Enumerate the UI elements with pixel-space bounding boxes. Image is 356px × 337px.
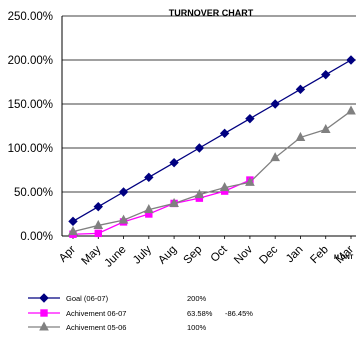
- data-point: [169, 197, 179, 207]
- x-tick-label: May: [80, 243, 104, 267]
- y-tick-label: 250.00%: [8, 11, 53, 23]
- y-tick-label: 200.00%: [8, 55, 53, 67]
- data-point: [39, 293, 49, 303]
- data-point: [93, 219, 104, 229]
- grid-lines: [62, 15, 356, 237]
- x-tick-label: Apr: [57, 244, 78, 265]
- legend: Goal (06-07) 200% Achivement 06-07 63.58% -8…: [28, 293, 253, 332]
- legend-label: Achivement 06-07: [66, 309, 126, 318]
- data-point: [68, 226, 78, 236]
- data-point: [194, 189, 205, 199]
- series-line: [72, 110, 352, 233]
- x-tick-label: Aug: [156, 244, 179, 267]
- legend-value: 200%: [187, 294, 207, 303]
- legend-item: Goal (06-07) 200%: [28, 293, 207, 303]
- legend-value: 63.58%: [187, 309, 213, 318]
- legend-value: 100%: [187, 323, 207, 332]
- x-tick-label: Nov: [232, 243, 255, 266]
- data-point: [270, 99, 280, 109]
- y-tick-label: 100.00%: [8, 143, 53, 155]
- data-point: [321, 69, 331, 80]
- chart-title: TURNOVER CHART: [169, 8, 254, 18]
- series-line: [72, 59, 352, 222]
- data-point: [295, 84, 306, 95]
- x-tick-label: Oct: [209, 243, 231, 265]
- legend-item: Achivement 05-06 100%: [28, 321, 207, 332]
- x-tick-label: June: [103, 244, 129, 270]
- data-point: [68, 216, 78, 227]
- data-point: [40, 309, 48, 317]
- data-point: [39, 321, 49, 331]
- x-tick-label: July: [131, 243, 154, 266]
- data-point: [143, 204, 154, 214]
- y-tick-label: 0.00%: [20, 231, 53, 243]
- data-point: [270, 152, 281, 162]
- data-point: [346, 105, 356, 115]
- series-layer: [68, 55, 356, 238]
- data-point: [194, 143, 205, 153]
- legend-item: Achivement 06-07 63.58% -86.45%: [28, 309, 253, 318]
- x-tick-label: Feb: [308, 244, 331, 267]
- y-tick-label: 50.00%: [14, 187, 53, 199]
- y-tick-label: 150.00%: [8, 99, 53, 111]
- data-point: [320, 123, 331, 134]
- series-achivement-05-06: [68, 105, 356, 236]
- legend-value: -86.45%: [225, 309, 253, 318]
- data-point: [118, 214, 129, 224]
- data-point: [118, 187, 129, 197]
- data-point: [144, 172, 154, 183]
- series-goal-06-07-: [68, 55, 356, 227]
- data-point: [245, 113, 255, 124]
- x-tick-label: Sep: [182, 244, 205, 267]
- legend-label: Achivement 05-06: [66, 323, 126, 332]
- data-point: [245, 176, 255, 186]
- legend-label: Goal (06-07): [66, 294, 109, 303]
- series-line: [72, 179, 251, 235]
- data-point: [219, 182, 230, 192]
- x-axis-label: M ONT: [334, 255, 354, 261]
- axes: [61, 16, 356, 239]
- tick-labels: 0.00% 50.00% 100.00% 150.00% 200.00% 250.00% A…: [8, 11, 356, 270]
- data-point: [169, 157, 179, 168]
- data-point: [295, 131, 306, 141]
- x-tick-label: Dec: [257, 243, 280, 266]
- data-point: [219, 128, 230, 139]
- data-point: [93, 201, 103, 212]
- x-tick-label: Jan: [284, 244, 306, 266]
- data-point: [94, 229, 102, 238]
- data-point: [346, 55, 356, 65]
